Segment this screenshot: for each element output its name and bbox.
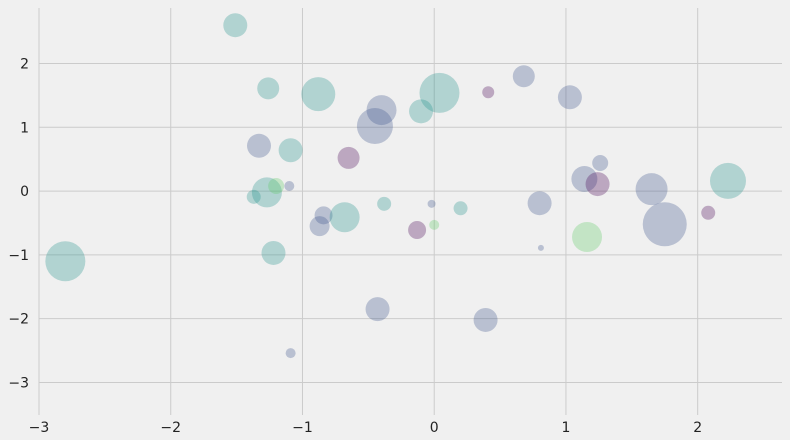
x-tick-label: 2 xyxy=(693,420,702,436)
x-tick-label: −3 xyxy=(29,420,50,436)
data-point xyxy=(309,216,330,237)
data-point xyxy=(527,191,552,216)
data-point xyxy=(278,138,303,163)
data-point xyxy=(337,146,360,169)
data-point xyxy=(223,13,248,38)
data-point xyxy=(537,244,544,251)
x-tick-label: 0 xyxy=(430,420,439,436)
y-tick-label: −3 xyxy=(8,375,29,391)
y-tick-label: 1 xyxy=(20,120,29,136)
data-point xyxy=(45,241,86,282)
x-axis-ticks: −3 −2 −1 0 1 2 xyxy=(29,420,702,436)
data-point xyxy=(482,86,495,99)
data-point xyxy=(314,206,333,225)
data-point xyxy=(257,77,280,100)
x-tick-label: −1 xyxy=(292,420,313,436)
data-point xyxy=(709,162,746,199)
data-point xyxy=(329,202,360,233)
data-point xyxy=(408,221,427,239)
data-point xyxy=(571,165,598,192)
data-point xyxy=(453,201,468,216)
data-point xyxy=(642,202,687,247)
data-point xyxy=(419,72,460,113)
data-point xyxy=(284,180,295,191)
data-point xyxy=(365,297,390,322)
data-point xyxy=(268,177,285,194)
data-point xyxy=(557,85,582,110)
data-point xyxy=(356,108,393,145)
x-tick-label: −2 xyxy=(160,420,181,436)
data-point xyxy=(285,348,296,359)
data-point xyxy=(592,155,609,172)
points xyxy=(45,13,746,359)
data-point xyxy=(301,77,336,112)
data-point xyxy=(246,189,261,204)
data-point xyxy=(429,219,440,230)
data-point xyxy=(377,196,392,211)
data-point xyxy=(701,205,716,220)
data-point xyxy=(427,199,436,208)
data-point xyxy=(261,240,286,265)
y-tick-label: −2 xyxy=(8,312,29,328)
grid xyxy=(38,8,782,415)
y-tick-label: 2 xyxy=(20,57,29,73)
y-tick-label: 0 xyxy=(20,184,29,200)
data-point xyxy=(251,177,282,208)
data-point xyxy=(585,172,610,197)
data-point xyxy=(473,307,498,332)
x-tick-label: 1 xyxy=(561,420,570,436)
y-tick-label: −1 xyxy=(8,248,29,264)
data-point xyxy=(512,65,535,88)
data-point xyxy=(366,95,397,126)
y-axis-ticks: −3 −2 −1 0 1 2 xyxy=(8,57,29,392)
data-point xyxy=(247,133,272,158)
data-point xyxy=(572,222,603,253)
data-point xyxy=(409,99,434,124)
data-point xyxy=(635,173,668,206)
